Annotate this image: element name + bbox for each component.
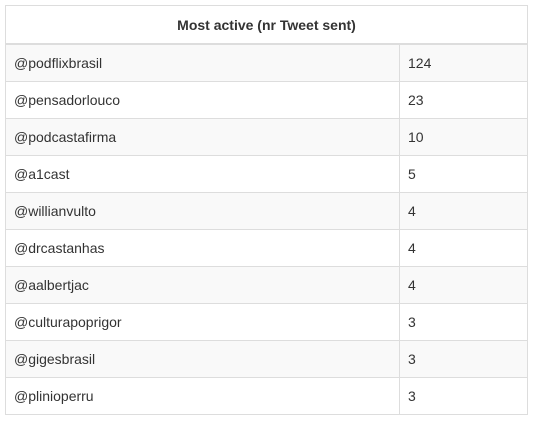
table-row: @pensadorlouco 23	[5, 81, 529, 119]
tweet-count-cell: 3	[398, 377, 529, 415]
tweet-count-cell: 3	[398, 340, 529, 378]
username-cell: @pensadorlouco	[5, 81, 400, 119]
tweet-count-cell: 3	[398, 303, 529, 341]
username-cell: @willianvulto	[5, 192, 400, 230]
username-cell: @plinioperru	[5, 377, 400, 415]
table-row: @culturapoprigor 3	[5, 303, 529, 341]
username-cell: @podcastafirma	[5, 118, 400, 156]
tweet-count-cell: 10	[398, 118, 529, 156]
tweet-count-cell: 4	[398, 192, 529, 230]
table-row: @podflixbrasil 124	[5, 43, 529, 82]
table-title: Most active (nr Tweet sent)	[4, 5, 529, 45]
table-row: @a1cast 5	[5, 155, 529, 193]
most-active-table-container: Most active (nr Tweet sent) @podflixbras…	[4, 5, 529, 415]
username-cell: @a1cast	[5, 155, 400, 193]
table-row: @drcastanhas 4	[5, 229, 529, 267]
table-row: @gigesbrasil 3	[5, 340, 529, 378]
username-cell: @podflixbrasil	[5, 43, 400, 82]
username-cell: @gigesbrasil	[5, 340, 400, 378]
username-cell: @drcastanhas	[5, 229, 400, 267]
table-row: @podcastafirma 10	[5, 118, 529, 156]
tweet-count-cell: 23	[398, 81, 529, 119]
tweet-count-cell: 5	[398, 155, 529, 193]
username-cell: @aalbertjac	[5, 266, 400, 304]
table-header-row: Most active (nr Tweet sent)	[4, 5, 529, 45]
table-row: @aalbertjac 4	[5, 266, 529, 304]
tweet-count-cell: 4	[398, 266, 529, 304]
username-cell: @culturapoprigor	[5, 303, 400, 341]
tweet-count-cell: 4	[398, 229, 529, 267]
tweet-count-cell: 124	[398, 43, 529, 82]
table-row: @willianvulto 4	[5, 192, 529, 230]
table-row: @plinioperru 3	[5, 377, 529, 415]
most-active-table: Most active (nr Tweet sent) @podflixbras…	[4, 5, 529, 415]
